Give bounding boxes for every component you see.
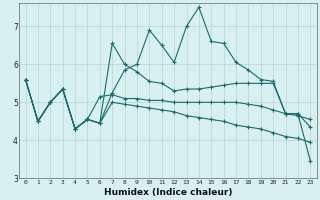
X-axis label: Humidex (Indice chaleur): Humidex (Indice chaleur)	[104, 188, 232, 197]
